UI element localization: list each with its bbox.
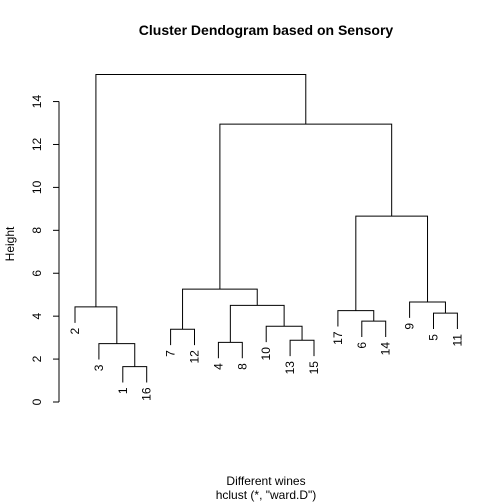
leaf-labels: 2 3 1 16 7 12 4 8 10 13 15 17 6 14 9 5 11: [68, 323, 464, 401]
leaf-label: 14: [379, 342, 393, 356]
merge-branch: [95, 74, 307, 307]
merge-branch: [98, 343, 136, 367]
leaf-label: 3: [92, 364, 106, 371]
y-tick-label: 0: [30, 398, 44, 405]
leaf-label: 1: [116, 387, 130, 394]
leaf-label: 2: [68, 328, 82, 335]
merge-branch: [74, 306, 118, 344]
merge-branch: [219, 123, 393, 290]
merge-branch: [355, 215, 429, 311]
leaf-label: 8: [235, 363, 249, 370]
method-sublabel: hclust (*, "ward.D"): [216, 488, 317, 502]
merge-branch: [217, 341, 243, 359]
leaf-label: 16: [140, 387, 154, 401]
y-tick-label: 4: [30, 313, 44, 320]
chart-title: Cluster Dendogram based on Sensory: [139, 22, 394, 38]
merge-branch: [409, 301, 446, 318]
leaf-label: 4: [211, 363, 225, 370]
leaf-label: 15: [307, 361, 321, 375]
merge-branch: [122, 366, 148, 383]
y-axis-label: Height: [3, 226, 17, 261]
leaf-label: 9: [403, 323, 417, 330]
leaf-label: 10: [259, 347, 273, 361]
x-axis-label: Different wines: [226, 474, 305, 488]
merge-branch: [433, 312, 458, 330]
merge-branch: [170, 328, 195, 346]
merge-branch: [182, 288, 258, 330]
leaf-label: 6: [355, 342, 369, 349]
y-tick-label: 12: [30, 137, 44, 151]
leaf-label: 5: [427, 334, 441, 341]
y-tick-label: 6: [30, 270, 44, 277]
leaf-label: 17: [331, 331, 345, 345]
leaf-label: 7: [164, 350, 178, 357]
y-axis: 0 2 4 6 8 10 12 14: [30, 95, 60, 405]
merge-branch: [361, 320, 387, 337]
leaf-label: 11: [450, 334, 464, 347]
y-tick-label: 14: [30, 95, 44, 109]
leaf-label: 12: [188, 350, 202, 364]
leaf-label: 13: [283, 361, 297, 375]
merge-branch: [229, 304, 285, 343]
merge-branch: [289, 339, 315, 357]
merge-branch: [337, 310, 375, 327]
y-tick-label: 8: [30, 227, 44, 234]
y-tick-label: 2: [30, 355, 44, 362]
dendrogram-tree: [74, 74, 458, 383]
y-tick-label: 10: [30, 180, 44, 194]
